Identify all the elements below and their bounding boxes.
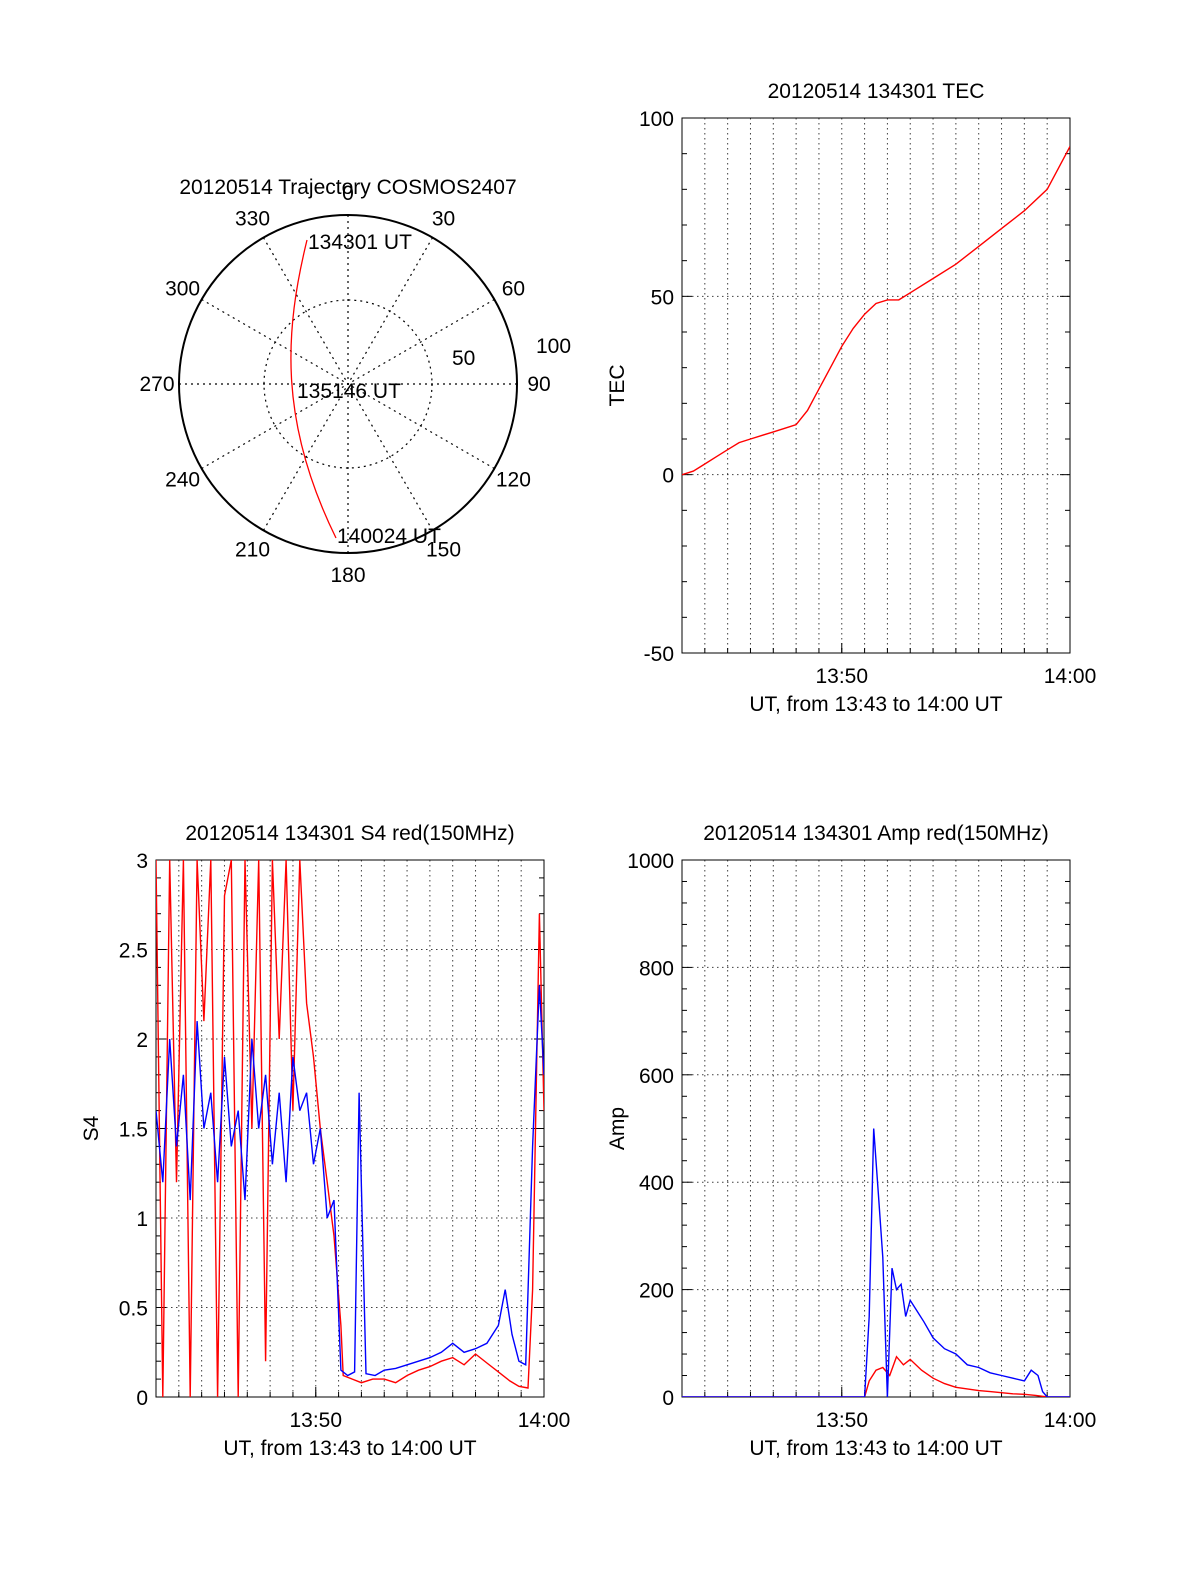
y-tick-label: 400 — [639, 1172, 674, 1195]
y-axis-label: S4 — [80, 1115, 103, 1141]
y-tick-label: 0.5 — [119, 1298, 148, 1321]
satellite-track-line — [290, 239, 337, 539]
elevation-label-50: 50 — [452, 347, 475, 370]
y-tick-label: 0 — [662, 1387, 674, 1410]
azimuth-label: 270 — [139, 373, 174, 396]
azimuth-label: 60 — [502, 278, 525, 301]
y-tick-label: 3 — [136, 850, 148, 873]
x-tick-label: 14:00 — [518, 1409, 571, 1432]
azimuth-label: 300 — [165, 278, 200, 301]
series-line — [682, 146, 1070, 476]
tec-chart: -50 0 50 100 13:50 14:00 20120514 134301 TEC UT… — [606, 80, 1096, 716]
series-line — [682, 1128, 1070, 1397]
y-tick-label: 2 — [136, 1029, 148, 1052]
y-axis-label: TEC — [606, 365, 629, 407]
track-label-start: 134301 UT — [308, 231, 412, 254]
series-line — [682, 1355, 1070, 1397]
s4-chart: 0 0.5 1 1.5 2 2.5 3 13:50 14:00 20120514 134301 S… — [80, 822, 570, 1460]
azimuth-label: 330 — [235, 208, 270, 231]
polar-spokes — [179, 215, 517, 553]
plot-frame — [681, 117, 1071, 654]
azimuth-label: 240 — [165, 469, 200, 492]
track-label-end: 140024 UT — [337, 525, 441, 548]
x-tick-label: 13:50 — [289, 1409, 342, 1432]
y-tick-label: 600 — [639, 1065, 674, 1088]
polar-azimuth-labels: 0 30 60 90 120 150 180 210 240 270 300 330 — [139, 182, 550, 587]
track-label-mid: 135146 UT — [297, 380, 401, 403]
amp-chart: 0 200 400 600 800 1000 13:50 14:00 20120514 1343… — [606, 822, 1096, 1460]
y-tick-label: 200 — [639, 1280, 674, 1303]
x-tick-label: 13:50 — [815, 665, 868, 688]
azimuth-label: 90 — [527, 373, 550, 396]
x-tick-label: 13:50 — [815, 1409, 868, 1432]
x-axis-label: UT, from 13:43 to 14:00 UT — [749, 693, 1002, 716]
y-tick-label: 0 — [136, 1387, 148, 1410]
azimuth-label: 150 — [426, 538, 461, 561]
azimuth-label: 210 — [235, 538, 270, 561]
y-tick-label: 1 — [136, 1208, 148, 1231]
x-axis-label: UT, from 13:43 to 14:00 UT — [749, 1437, 1002, 1460]
series-line — [156, 985, 544, 1377]
y-tick-label: 2.5 — [119, 940, 148, 963]
chart-title: 20120514 134301 Amp red(150MHz) — [703, 822, 1049, 845]
azimuth-label: 0 — [342, 182, 354, 205]
polar-title: 20120514 Trajectory COSMOS2407 — [179, 176, 516, 199]
y-tick-label: 1000 — [627, 850, 674, 873]
chart-title: 20120514 134301 TEC — [768, 80, 985, 103]
y-axis-label: Amp — [606, 1107, 629, 1150]
x-tick-label: 14:00 — [1044, 1409, 1097, 1432]
y-tick-label: 800 — [639, 957, 674, 980]
y-tick-label: 50 — [651, 286, 674, 309]
y-tick-label: 100 — [639, 108, 674, 131]
azimuth-label: 30 — [432, 208, 455, 231]
azimuth-label: 180 — [330, 564, 365, 587]
plot-frame — [681, 859, 1071, 1398]
polar-spoke — [262, 237, 434, 531]
y-tick-label: -50 — [644, 643, 674, 666]
azimuth-label: 120 — [496, 469, 531, 492]
x-axis-label: UT, from 13:43 to 14:00 UT — [223, 1437, 476, 1460]
elevation-label-100: 100 — [536, 335, 571, 358]
y-tick-label: 1.5 — [119, 1119, 148, 1142]
polar-trajectory-plot: 20120514 Trajectory COSMOS2407 0 30 60 90 12… — [139, 176, 571, 587]
chart-title: 20120514 134301 S4 red(150MHz) — [185, 822, 514, 845]
x-tick-label: 14:00 — [1044, 665, 1097, 688]
y-tick-label: 0 — [662, 465, 674, 488]
